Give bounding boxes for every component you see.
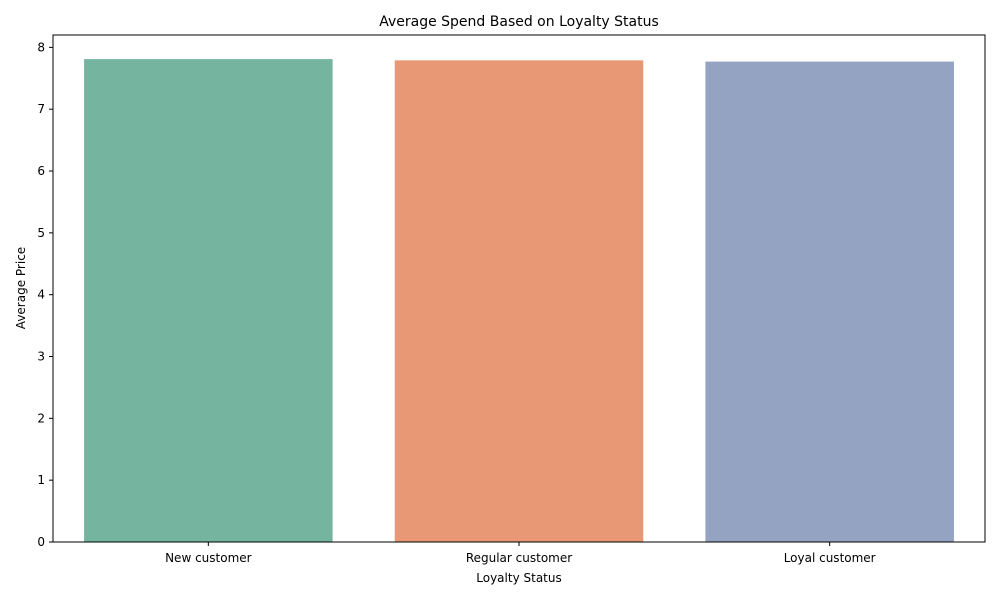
- x-tick-label: Loyal customer: [784, 551, 876, 565]
- bar-loyal-customer: [705, 61, 954, 543]
- y-tick-label: 7: [37, 102, 45, 116]
- y-tick-label: 4: [37, 288, 45, 302]
- bar-regular-customer: [394, 60, 644, 542]
- y-tick-label: 3: [37, 350, 45, 364]
- y-axis-ticks: 0 1 2 3 4 5 6 7 8: [37, 40, 53, 549]
- y-axis-label: Average Price: [14, 247, 28, 329]
- plot-frame: [52, 34, 986, 543]
- x-axis-ticks: New customer Regular customer Loyal custom…: [165, 542, 876, 565]
- y-tick-label: 6: [37, 164, 45, 178]
- y-tick-label: 2: [37, 411, 45, 425]
- x-tick-label: Regular customer: [466, 551, 572, 565]
- chart-title: Average Spend Based on Loyalty Status: [379, 14, 659, 30]
- bar-new-customer: [84, 59, 333, 543]
- y-tick-label: 1: [37, 473, 45, 487]
- bars-group: [84, 59, 954, 543]
- x-tick-label: New customer: [165, 551, 252, 565]
- x-axis-label: Loyalty Status: [476, 571, 561, 585]
- y-tick-label: 0: [37, 535, 45, 549]
- y-tick-label: 8: [37, 40, 45, 54]
- y-tick-label: 5: [37, 226, 45, 240]
